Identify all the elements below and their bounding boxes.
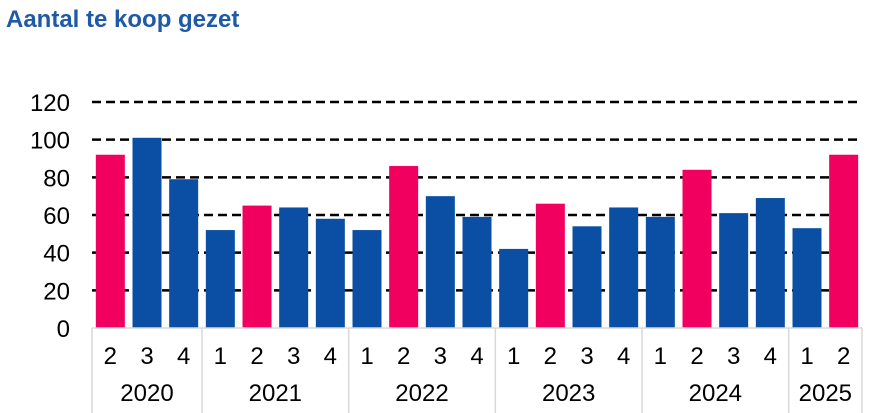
bar: [499, 248, 529, 328]
x-tick-label-quarter: 2: [397, 343, 410, 370]
bar: [645, 216, 675, 328]
x-tick-label-year: 2023: [542, 380, 595, 407]
bar: [829, 154, 859, 328]
x-tick-label-year: 2021: [249, 380, 302, 407]
x-tick-label-quarter: 2: [544, 343, 557, 370]
bar: [609, 207, 639, 328]
x-tick-label-quarter: 2: [690, 343, 703, 370]
bar: [132, 137, 162, 328]
x-tick-label-quarter: 3: [434, 343, 447, 370]
bar: [572, 226, 602, 328]
x-tick-label-year: 2025: [799, 380, 852, 407]
bar: [719, 213, 749, 328]
bar: [315, 218, 345, 328]
x-tick-label-quarter: 1: [800, 343, 813, 370]
x-tick-label-quarter: 3: [727, 343, 740, 370]
x-tick-label-year: 2020: [120, 380, 173, 407]
x-tick-label-quarter: 1: [654, 343, 667, 370]
bar: [682, 169, 712, 328]
x-tick-label-quarter: 4: [764, 343, 777, 370]
chart-title: Aantal te koop gezet: [6, 6, 240, 33]
x-tick-label-year: 2022: [395, 380, 448, 407]
bar: [755, 198, 785, 328]
y-tick-label: 0: [57, 316, 70, 343]
y-tick-label: 80: [43, 165, 70, 192]
x-tick-label-quarter: 4: [324, 343, 337, 370]
y-tick-label: 120: [30, 90, 70, 117]
x-tick-label-quarter: 2: [837, 343, 850, 370]
y-tick-label: 40: [43, 241, 70, 268]
bar: [205, 230, 235, 328]
x-tick-label-quarter: 1: [214, 343, 227, 370]
bar: [279, 207, 309, 328]
x-tick-label-quarter: 2: [104, 343, 117, 370]
bar: [462, 216, 492, 328]
bar: [95, 154, 125, 328]
x-tick-label-quarter: 4: [177, 343, 190, 370]
x-tick-label-year: 2024: [689, 380, 742, 407]
bar: [535, 203, 565, 328]
y-tick-label: 100: [30, 128, 70, 155]
bar: [389, 166, 419, 328]
x-tick-label-quarter: 4: [470, 343, 483, 370]
bar: [792, 228, 822, 328]
x-tick-label-quarter: 3: [287, 343, 300, 370]
x-tick-label-quarter: 3: [140, 343, 153, 370]
y-tick-label: 20: [43, 278, 70, 305]
y-axis-ticks: 0 20 40 60 80 100 120: [30, 90, 70, 343]
bars: [95, 137, 859, 328]
x-tick-label-quarter: 2: [250, 343, 263, 370]
x-tick-label-quarter: 1: [507, 343, 520, 370]
x-tick-label-quarter: 4: [617, 343, 630, 370]
y-tick-label: 60: [43, 203, 70, 230]
x-tick-label-quarter: 1: [360, 343, 373, 370]
bar: [242, 205, 272, 328]
x-tick-label-quarter: 3: [580, 343, 593, 370]
bar: [425, 196, 455, 328]
bar: [352, 230, 382, 328]
bar: [169, 179, 199, 328]
